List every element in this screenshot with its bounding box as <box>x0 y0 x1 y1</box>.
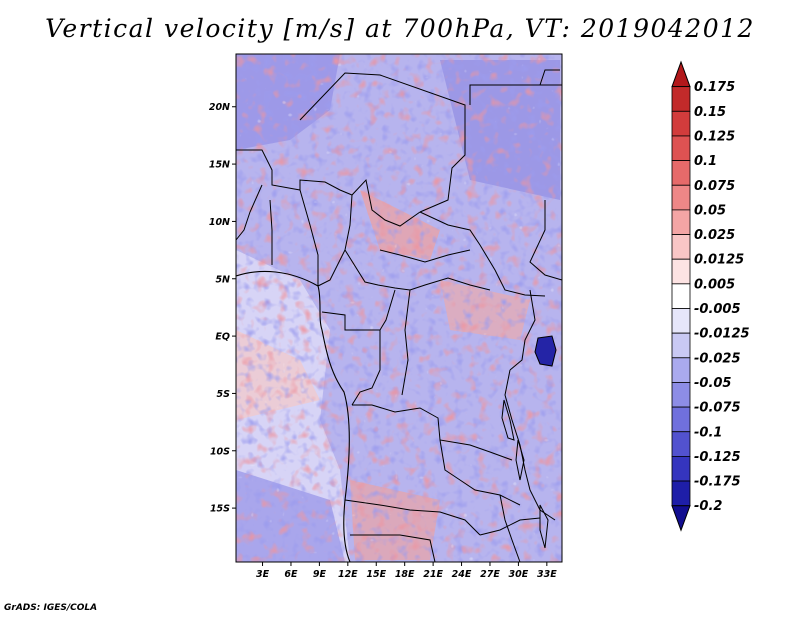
lon-label: 6E <box>284 569 298 580</box>
latitude-labels: 20N 15N 10N 5N EQ 5S 10S 15S <box>209 102 230 514</box>
colorbar-segment <box>671 184 691 211</box>
lon-label: 27E <box>480 569 500 580</box>
colorbar-segment <box>671 431 691 457</box>
lon-label: 3E <box>256 569 270 580</box>
colorbar-label: 0.1 <box>694 154 717 169</box>
colorbar-bottom-arrow <box>671 505 691 532</box>
lat-label: 15S <box>210 504 230 515</box>
colorbar-label: -0.1 <box>694 425 722 440</box>
lat-label: 15N <box>209 160 230 171</box>
lon-label: 30E <box>509 569 529 580</box>
chart-title: Vertical velocity [m/s] at 700hPa, VT: 2… <box>45 14 755 43</box>
lon-label: 24E <box>452 569 472 580</box>
colorbar-segment <box>671 135 691 161</box>
colorbar-top-arrow <box>671 60 691 88</box>
colorbar-label: 0.15 <box>694 105 726 120</box>
colorbar-segment <box>671 209 691 235</box>
colorbar-labels: 0.175 0.15 0.125 0.1 0.075 0.05 0.025 0.0125 0.0… <box>694 80 750 514</box>
colorbar-label: 0.075 <box>694 179 735 194</box>
lon-label: 21E <box>423 569 443 580</box>
colorbar-segment <box>671 86 691 112</box>
colorbar-label: -0.2 <box>694 499 722 514</box>
colorbar-label: -0.025 <box>694 351 741 366</box>
map-frame <box>235 53 563 563</box>
colorbar-label: -0.175 <box>694 475 741 490</box>
colorbar-segment <box>671 160 691 186</box>
colorbar-label: 0.05 <box>694 203 726 218</box>
colorbar-label: 0.0125 <box>694 253 744 268</box>
colorbar-label: -0.005 <box>694 302 741 317</box>
axis-ticks <box>232 106 548 566</box>
colorbar-label: 0.025 <box>694 228 735 243</box>
colorbar <box>671 60 691 532</box>
lat-label: 10S <box>210 446 230 457</box>
colorbar-label: 0.175 <box>694 80 735 95</box>
colorbar-segment <box>671 308 691 334</box>
lon-label: 33E <box>537 569 557 580</box>
lat-label: 5N <box>215 274 230 285</box>
colorbar-segment <box>671 234 691 260</box>
colorbar-segment <box>671 406 691 433</box>
colorbar-label: -0.05 <box>694 376 731 391</box>
lon-label: 15E <box>366 569 386 580</box>
lon-label: 9E <box>313 569 327 580</box>
colorbar-label: 0.005 <box>694 277 735 292</box>
colorbar-segment <box>671 332 691 359</box>
lat-label: 10N <box>209 217 230 228</box>
colorbar-segment <box>671 480 691 507</box>
credit-text: GrADS: IGES/COLA <box>4 603 98 613</box>
lon-label: 18E <box>395 569 415 580</box>
longitude-labels: 3E 6E 9E 12E 15E 18E 21E 24E 27E 30E 33E <box>256 569 557 580</box>
colorbar-segment <box>671 258 691 285</box>
colorbar-segment <box>671 382 691 408</box>
velocity-field <box>236 54 562 562</box>
lat-label: 20N <box>209 102 230 113</box>
colorbar-segment <box>671 455 691 482</box>
colorbar-segment <box>671 110 691 137</box>
colorbar-label: -0.075 <box>694 401 741 416</box>
colorbar-label: -0.125 <box>694 450 741 465</box>
colorbar-label: 0.125 <box>694 129 735 144</box>
lon-label: 12E <box>338 569 358 580</box>
colorbar-segment <box>671 357 691 383</box>
colorbar-segment <box>671 283 691 309</box>
lat-label: 5S <box>217 389 231 400</box>
colorbar-label: -0.0125 <box>694 327 750 342</box>
lat-label: EQ <box>215 332 230 343</box>
